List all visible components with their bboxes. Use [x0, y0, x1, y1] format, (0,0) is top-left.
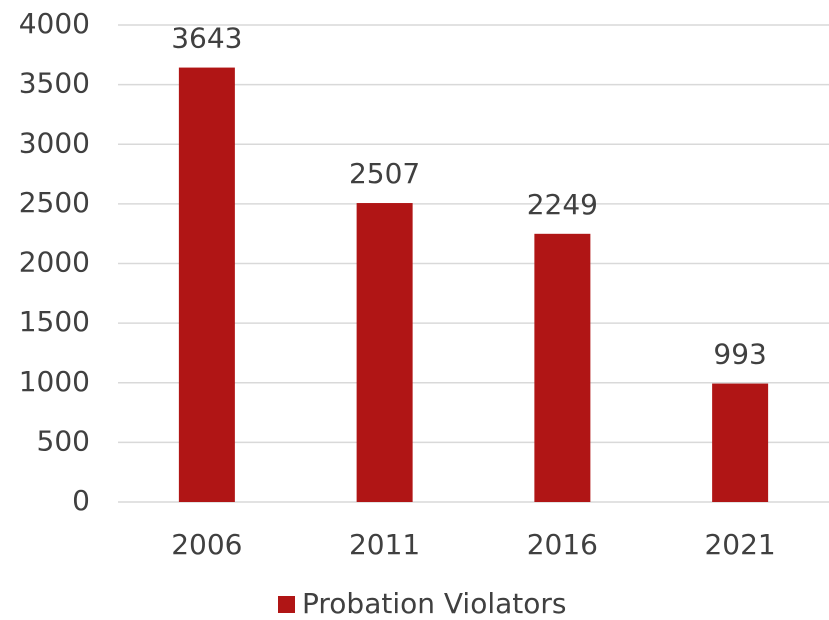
- legend-swatch: [278, 596, 295, 613]
- y-tick-label: 1500: [19, 305, 90, 338]
- bar: [712, 383, 769, 502]
- data-label: 2249: [527, 188, 598, 221]
- y-tick-label: 2000: [19, 246, 90, 279]
- y-tick-label: 3000: [19, 126, 90, 159]
- y-tick-label: 4000: [19, 7, 90, 40]
- y-tick-label: 3500: [19, 67, 90, 100]
- bar: [534, 233, 591, 502]
- y-tick-label: 2500: [19, 186, 90, 219]
- x-tick-label: 2021: [704, 528, 775, 561]
- y-tick-label: 0: [72, 484, 90, 517]
- x-tick-label: 2011: [349, 528, 420, 561]
- bar: [356, 203, 413, 502]
- data-label: 3643: [171, 22, 242, 55]
- bar: [178, 67, 235, 502]
- x-tick-label: 2006: [171, 528, 242, 561]
- x-tick-label: 2016: [527, 528, 598, 561]
- y-tick-label: 1000: [19, 365, 90, 398]
- data-label: 993: [713, 338, 766, 371]
- y-tick-label: 500: [37, 424, 90, 457]
- data-label: 2507: [349, 157, 420, 190]
- legend-label: Probation Violators: [302, 587, 566, 620]
